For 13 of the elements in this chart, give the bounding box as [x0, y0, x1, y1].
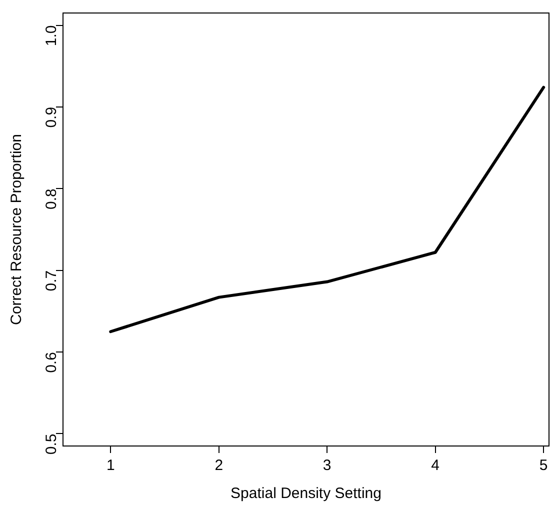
x-tick-label: 4 [431, 457, 440, 474]
y-tick-label: 0.5 [43, 434, 60, 455]
x-axis-title: Spatial Density Setting [230, 485, 382, 502]
y-tick-label: 1.0 [43, 25, 60, 46]
x-tick-label: 3 [322, 457, 332, 474]
y-tick-label: 0.7 [43, 270, 60, 292]
x-tick-label: 2 [214, 457, 224, 474]
y-tick-label: 0.6 [43, 352, 60, 373]
x-tick-label: 1 [106, 457, 115, 474]
y-tick-label: 0.9 [43, 106, 60, 128]
x-tick-label: 5 [539, 457, 548, 474]
y-axis-title: Correct Resource Proportion [8, 134, 26, 325]
y-tick-label: 0.8 [43, 188, 60, 210]
